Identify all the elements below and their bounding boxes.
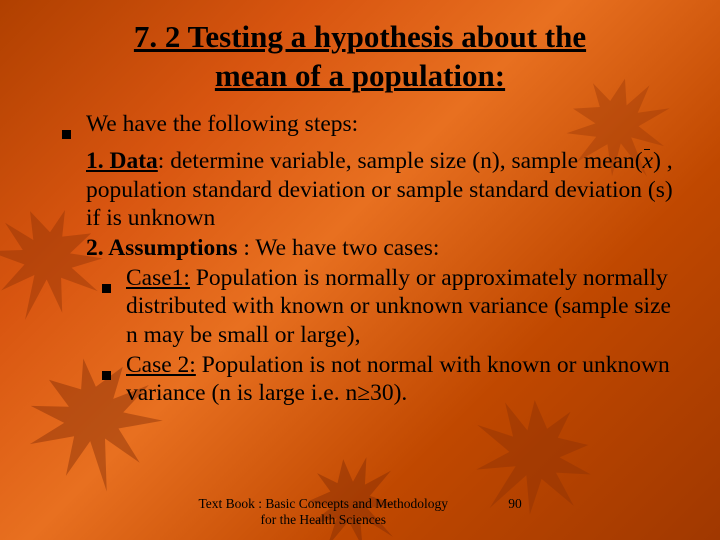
data-text-a: : determine variable, sample size (n), s… xyxy=(158,148,643,174)
footer-textbook: Text Book : Basic Concepts and Methodolo… xyxy=(198,496,448,528)
case1-row: Case1: Population is normally or approxi… xyxy=(46,264,674,350)
case2-text: Case 2: Population is not normal with kn… xyxy=(126,351,674,408)
spacer xyxy=(46,234,86,242)
bullet-icon xyxy=(86,264,126,301)
slide-body: We have the following steps: 1. Data: de… xyxy=(46,110,674,409)
case1-label: Case1: xyxy=(126,265,190,291)
title-line-1: 7. 2 Testing a hypothesis about the xyxy=(134,19,586,54)
case2-row: Case 2: Population is not normal with kn… xyxy=(46,351,674,408)
case1-body: Population is normally or approximately … xyxy=(126,265,671,348)
xbar-symbol: x xyxy=(643,147,653,176)
title-line-2: mean of a population: xyxy=(215,58,505,93)
assumptions-label: 2. Assumptions xyxy=(86,235,238,261)
intro-text: We have the following steps: xyxy=(86,110,674,139)
bullet-icon xyxy=(46,110,86,147)
slide-title: 7. 2 Testing a hypothesis about the mean… xyxy=(46,18,674,96)
assumptions-rest: : We have two cases: xyxy=(238,235,440,261)
page-number: 90 xyxy=(508,496,522,528)
data-step-row: 1. Data: determine variable, sample size… xyxy=(46,147,674,233)
assumptions-text: 2. Assumptions : We have two cases: xyxy=(86,234,674,263)
slide-footer: Text Book : Basic Concepts and Methodolo… xyxy=(0,496,720,528)
case2-body: Population is not normal with known or u… xyxy=(126,352,670,407)
slide-container: 7. 2 Testing a hypothesis about the mean… xyxy=(0,0,720,540)
data-label: 1. Data xyxy=(86,148,158,174)
spacer xyxy=(46,147,86,155)
data-step-text: 1. Data: determine variable, sample size… xyxy=(86,147,674,233)
assumptions-row: 2. Assumptions : We have two cases: xyxy=(46,234,674,263)
case1-text: Case1: Population is normally or approxi… xyxy=(126,264,674,350)
case2-label: Case 2: xyxy=(126,352,196,378)
intro-row: We have the following steps: xyxy=(46,110,674,147)
bullet-icon xyxy=(86,351,126,388)
